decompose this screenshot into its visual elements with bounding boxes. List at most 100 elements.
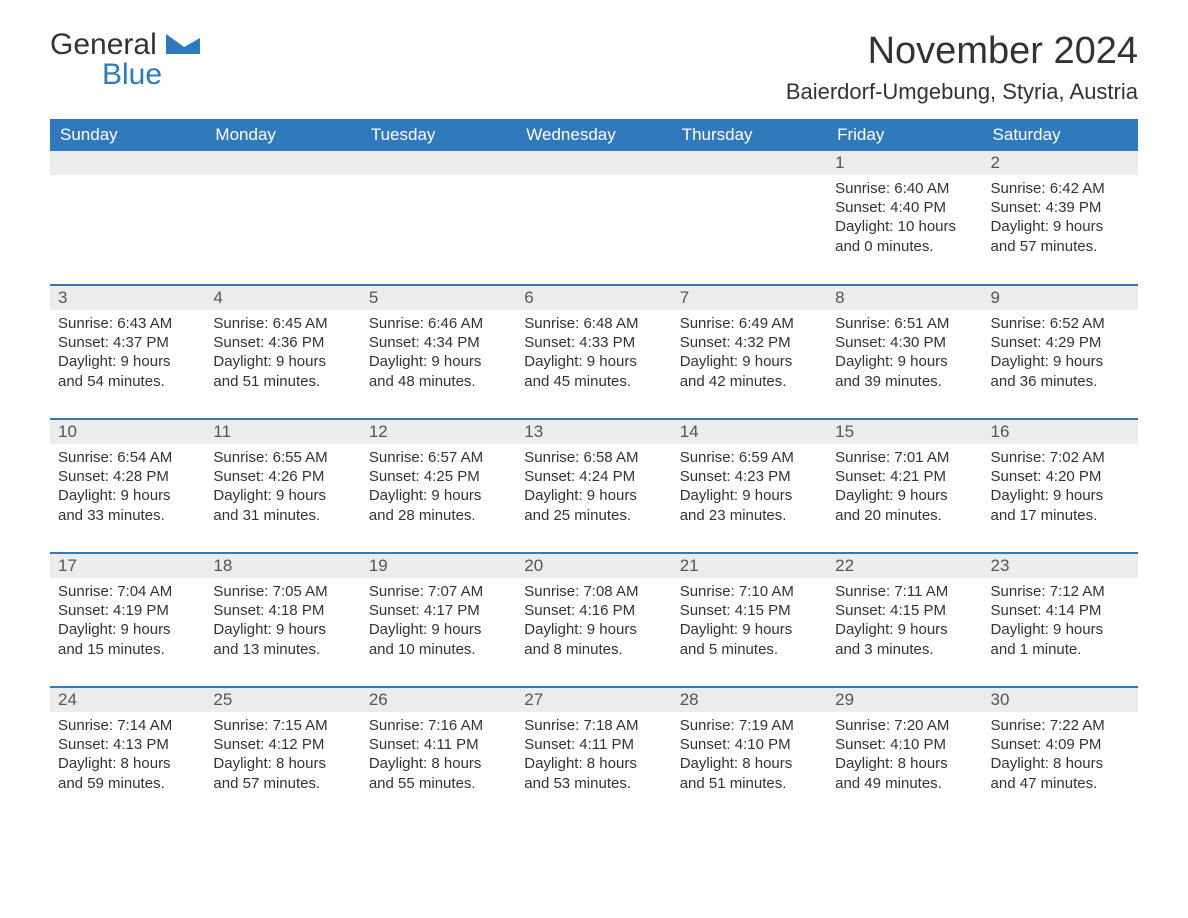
calendar-week-row: 10Sunrise: 6:54 AMSunset: 4:28 PMDayligh… — [50, 419, 1138, 553]
sunrise-text: Sunrise: 6:58 AM — [524, 448, 663, 467]
daylight-line2: and 0 minutes. — [835, 237, 974, 256]
day-details: Sunrise: 6:49 AMSunset: 4:32 PMDaylight:… — [672, 310, 827, 397]
day-number: 4 — [205, 286, 360, 310]
sunset-text: Sunset: 4:37 PM — [58, 333, 197, 352]
day-details: Sunrise: 6:42 AMSunset: 4:39 PMDaylight:… — [983, 175, 1138, 262]
logo: General Blue — [50, 30, 200, 90]
daylight-line1: Daylight: 8 hours — [680, 754, 819, 773]
daylight-line2: and 15 minutes. — [58, 640, 197, 659]
calendar-day-cell: 26Sunrise: 7:16 AMSunset: 4:11 PMDayligh… — [361, 687, 516, 821]
daylight-line2: and 42 minutes. — [680, 372, 819, 391]
day-details: Sunrise: 6:52 AMSunset: 4:29 PMDaylight:… — [983, 310, 1138, 397]
daylight-line1: Daylight: 9 hours — [58, 620, 197, 639]
day-number: 11 — [205, 420, 360, 444]
day-details: Sunrise: 7:19 AMSunset: 4:10 PMDaylight:… — [672, 712, 827, 799]
daylight-line2: and 36 minutes. — [991, 372, 1130, 391]
daylight-line1: Daylight: 9 hours — [369, 620, 508, 639]
daylight-line2: and 25 minutes. — [524, 506, 663, 525]
calendar-day-cell: 9Sunrise: 6:52 AMSunset: 4:29 PMDaylight… — [983, 285, 1138, 419]
day-number: 12 — [361, 420, 516, 444]
sunset-text: Sunset: 4:11 PM — [369, 735, 508, 754]
sunset-text: Sunset: 4:32 PM — [680, 333, 819, 352]
day-details: Sunrise: 7:02 AMSunset: 4:20 PMDaylight:… — [983, 444, 1138, 531]
sunset-text: Sunset: 4:21 PM — [835, 467, 974, 486]
day-number — [205, 151, 360, 175]
calendar-day-cell: 18Sunrise: 7:05 AMSunset: 4:18 PMDayligh… — [205, 553, 360, 687]
sunset-text: Sunset: 4:26 PM — [213, 467, 352, 486]
calendar-day-cell: 19Sunrise: 7:07 AMSunset: 4:17 PMDayligh… — [361, 553, 516, 687]
calendar-day-cell: 7Sunrise: 6:49 AMSunset: 4:32 PMDaylight… — [672, 285, 827, 419]
sunset-text: Sunset: 4:19 PM — [58, 601, 197, 620]
weekday-header: Sunday — [50, 119, 205, 151]
sunset-text: Sunset: 4:33 PM — [524, 333, 663, 352]
calendar-week-row: 3Sunrise: 6:43 AMSunset: 4:37 PMDaylight… — [50, 285, 1138, 419]
daylight-line1: Daylight: 10 hours — [835, 217, 974, 236]
sunrise-text: Sunrise: 7:22 AM — [991, 716, 1130, 735]
weekday-header: Monday — [205, 119, 360, 151]
daylight-line1: Daylight: 9 hours — [58, 352, 197, 371]
day-number: 19 — [361, 554, 516, 578]
day-number: 14 — [672, 420, 827, 444]
daylight-line2: and 53 minutes. — [524, 774, 663, 793]
daylight-line1: Daylight: 9 hours — [835, 352, 974, 371]
weekday-header: Thursday — [672, 119, 827, 151]
daylight-line2: and 20 minutes. — [835, 506, 974, 525]
daylight-line1: Daylight: 9 hours — [680, 620, 819, 639]
calendar-day-cell: 27Sunrise: 7:18 AMSunset: 4:11 PMDayligh… — [516, 687, 671, 821]
calendar-day-cell: 23Sunrise: 7:12 AMSunset: 4:14 PMDayligh… — [983, 553, 1138, 687]
calendar-day-cell — [516, 151, 671, 285]
sunset-text: Sunset: 4:36 PM — [213, 333, 352, 352]
calendar-day-cell: 11Sunrise: 6:55 AMSunset: 4:26 PMDayligh… — [205, 419, 360, 553]
daylight-line1: Daylight: 9 hours — [991, 620, 1130, 639]
day-number: 26 — [361, 688, 516, 712]
sunset-text: Sunset: 4:14 PM — [991, 601, 1130, 620]
calendar-week-row: 1Sunrise: 6:40 AMSunset: 4:40 PMDaylight… — [50, 151, 1138, 285]
sunrise-text: Sunrise: 7:18 AM — [524, 716, 663, 735]
day-number — [50, 151, 205, 175]
day-details: Sunrise: 7:16 AMSunset: 4:11 PMDaylight:… — [361, 712, 516, 799]
day-number: 24 — [50, 688, 205, 712]
logo-text-blue: Blue — [102, 60, 162, 90]
day-details: Sunrise: 7:14 AMSunset: 4:13 PMDaylight:… — [50, 712, 205, 799]
calendar-day-cell: 12Sunrise: 6:57 AMSunset: 4:25 PMDayligh… — [361, 419, 516, 553]
sunset-text: Sunset: 4:29 PM — [991, 333, 1130, 352]
day-number: 20 — [516, 554, 671, 578]
sunrise-text: Sunrise: 6:59 AM — [680, 448, 819, 467]
sunrise-text: Sunrise: 7:20 AM — [835, 716, 974, 735]
day-details — [516, 175, 671, 185]
sunrise-text: Sunrise: 6:55 AM — [213, 448, 352, 467]
day-number: 27 — [516, 688, 671, 712]
sunrise-text: Sunrise: 7:10 AM — [680, 582, 819, 601]
daylight-line2: and 33 minutes. — [58, 506, 197, 525]
daylight-line1: Daylight: 9 hours — [213, 620, 352, 639]
daylight-line2: and 1 minute. — [991, 640, 1130, 659]
day-details: Sunrise: 7:01 AMSunset: 4:21 PMDaylight:… — [827, 444, 982, 531]
daylight-line1: Daylight: 9 hours — [58, 486, 197, 505]
sunset-text: Sunset: 4:30 PM — [835, 333, 974, 352]
calendar-day-cell: 1Sunrise: 6:40 AMSunset: 4:40 PMDaylight… — [827, 151, 982, 285]
day-details: Sunrise: 6:40 AMSunset: 4:40 PMDaylight:… — [827, 175, 982, 262]
sunset-text: Sunset: 4:28 PM — [58, 467, 197, 486]
sunset-text: Sunset: 4:13 PM — [58, 735, 197, 754]
daylight-line1: Daylight: 9 hours — [991, 486, 1130, 505]
day-details: Sunrise: 7:10 AMSunset: 4:15 PMDaylight:… — [672, 578, 827, 665]
day-details: Sunrise: 6:55 AMSunset: 4:26 PMDaylight:… — [205, 444, 360, 531]
calendar-day-cell: 10Sunrise: 6:54 AMSunset: 4:28 PMDayligh… — [50, 419, 205, 553]
sunrise-text: Sunrise: 7:11 AM — [835, 582, 974, 601]
calendar-table: Sunday Monday Tuesday Wednesday Thursday… — [50, 119, 1138, 821]
calendar-day-cell — [361, 151, 516, 285]
sunset-text: Sunset: 4:39 PM — [991, 198, 1130, 217]
daylight-line2: and 13 minutes. — [213, 640, 352, 659]
day-number: 13 — [516, 420, 671, 444]
day-number: 7 — [672, 286, 827, 310]
calendar-day-cell: 22Sunrise: 7:11 AMSunset: 4:15 PMDayligh… — [827, 553, 982, 687]
calendar-week-row: 24Sunrise: 7:14 AMSunset: 4:13 PMDayligh… — [50, 687, 1138, 821]
day-number — [516, 151, 671, 175]
daylight-line2: and 51 minutes. — [213, 372, 352, 391]
calendar-day-cell: 5Sunrise: 6:46 AMSunset: 4:34 PMDaylight… — [361, 285, 516, 419]
day-number: 15 — [827, 420, 982, 444]
sunrise-text: Sunrise: 7:07 AM — [369, 582, 508, 601]
day-number: 16 — [983, 420, 1138, 444]
daylight-line2: and 59 minutes. — [58, 774, 197, 793]
daylight-line1: Daylight: 9 hours — [835, 486, 974, 505]
